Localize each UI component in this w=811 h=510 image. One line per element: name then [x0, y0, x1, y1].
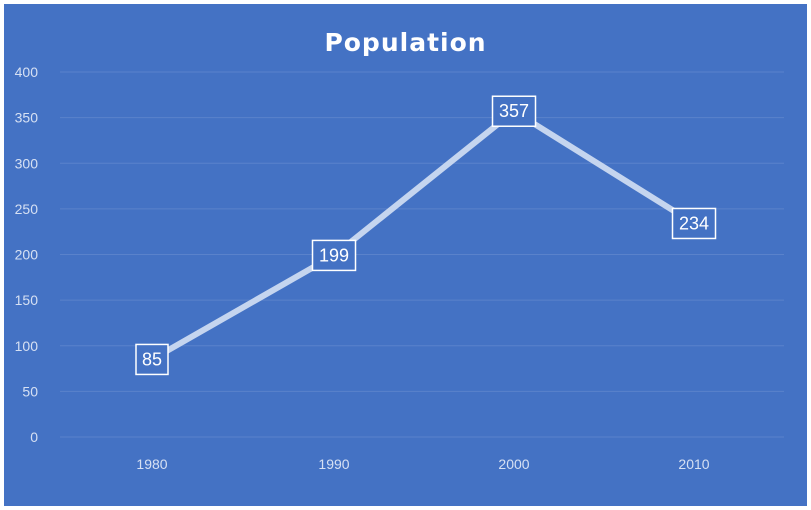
data-labels: 85 199 357 234: [135, 95, 717, 376]
x-tick-label: 1990: [318, 456, 349, 472]
y-tick-label: 0: [30, 429, 38, 445]
data-label: 85: [135, 343, 169, 376]
series-line: [149, 108, 697, 363]
x-tick-label: 2000: [498, 456, 529, 472]
x-tick-label: 1980: [136, 456, 167, 472]
y-tick-label: 200: [15, 247, 39, 263]
y-tick-label: 50: [22, 383, 38, 399]
y-tick-label: 300: [15, 155, 39, 171]
y-tick-label: 100: [15, 338, 39, 354]
series-line-path: [149, 108, 697, 363]
data-label: 199: [311, 239, 357, 272]
data-label-text: 357: [499, 101, 529, 121]
data-label-text: 85: [142, 349, 162, 369]
data-label-box: [671, 207, 717, 240]
y-tick-label: 400: [15, 64, 39, 80]
chart-area: Population 0 50 100 150 200 250 300 350 400 1980…: [4, 4, 807, 506]
data-label-box: [491, 95, 537, 127]
y-axis-ticks: 0 50 100 150 200 250 300 350 400: [15, 64, 39, 445]
chart-title: Population: [324, 28, 487, 57]
data-label-box: [135, 343, 169, 376]
data-label-text: 199: [319, 245, 349, 265]
data-label: 357: [491, 95, 537, 127]
data-label: 234: [671, 207, 717, 240]
gridlines: [60, 71, 784, 438]
x-tick-label: 2010: [678, 456, 709, 472]
y-tick-label: 350: [15, 110, 39, 126]
y-tick-label: 150: [15, 292, 39, 308]
y-tick-label: 250: [15, 201, 39, 217]
x-axis-ticks: 1980 1990 2000 2010: [136, 456, 709, 472]
data-label-text: 234: [679, 213, 709, 233]
data-label-box: [311, 239, 357, 272]
plot-area: 0 50 100 150 200 250 300 350 400 1980 1990 2000 201…: [15, 64, 784, 472]
